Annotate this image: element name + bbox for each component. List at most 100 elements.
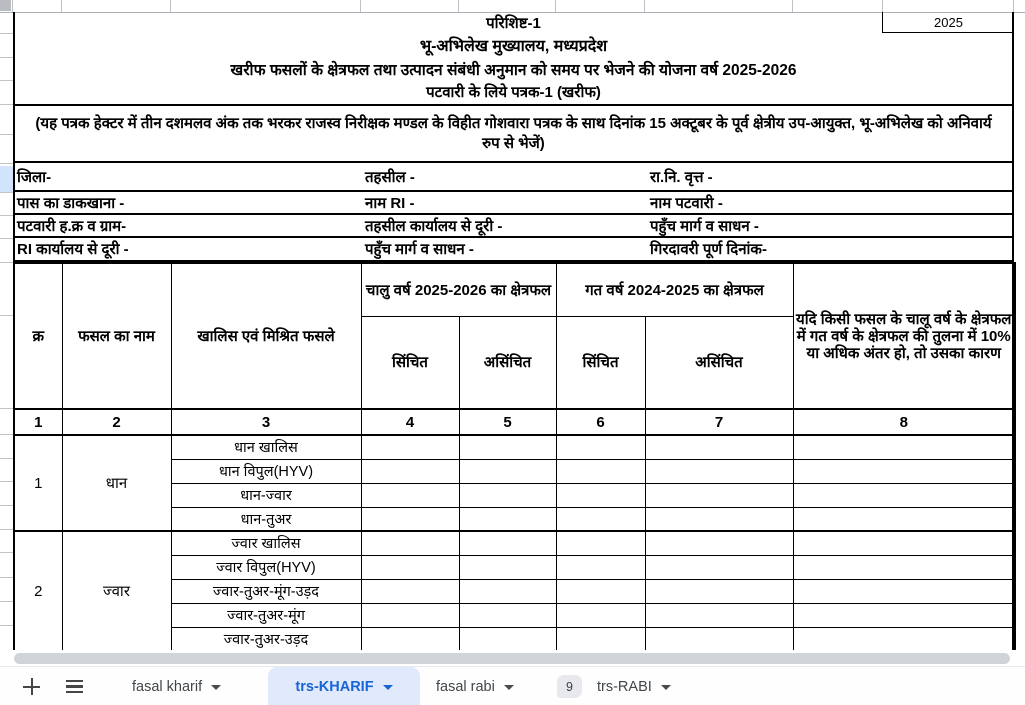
table-cell-empty[interactable] bbox=[792, 506, 1016, 532]
table-cell-empty[interactable] bbox=[555, 602, 646, 628]
table-cell-empty[interactable] bbox=[458, 434, 557, 460]
form-row-village[interactable]: पटवारी ह.क्र व ग्राम- तहसील कार्यालय से … bbox=[13, 215, 1014, 238]
table-cell-empty[interactable] bbox=[792, 434, 1016, 460]
grid-line bbox=[0, 408, 13, 409]
horizontal-scrollbar[interactable] bbox=[0, 650, 1025, 666]
all-sheets-menu-button[interactable] bbox=[62, 674, 87, 699]
form-row-ri-office[interactable]: RI कार्यालय से दूरी - पहुँच मार्ग व साधन… bbox=[13, 238, 1014, 262]
table-cell-empty[interactable] bbox=[458, 458, 557, 484]
crop-variant-cell[interactable]: धान-ज्वार bbox=[170, 482, 362, 508]
table-cell-empty[interactable] bbox=[555, 506, 646, 532]
table-cell-empty[interactable] bbox=[458, 602, 557, 628]
table-cell-empty[interactable] bbox=[458, 506, 557, 532]
table-cell-empty[interactable] bbox=[792, 482, 1016, 508]
table-cell-empty[interactable] bbox=[458, 626, 557, 652]
field-access-route[interactable]: पहुँच मार्ग व साधन - bbox=[650, 217, 759, 235]
table-cell-empty[interactable] bbox=[360, 626, 460, 652]
table-cell-empty[interactable] bbox=[458, 530, 557, 556]
table-row: ज्वार विपुल(HYV) bbox=[14, 554, 1016, 580]
sheet-corner bbox=[0, 0, 11, 11]
chevron-down-icon[interactable] bbox=[503, 685, 514, 690]
plus-icon bbox=[30, 678, 33, 695]
table-cell-empty[interactable] bbox=[458, 554, 557, 580]
crop-variant-cell[interactable]: धान-तुअर bbox=[170, 506, 362, 532]
chevron-down-icon[interactable] bbox=[660, 685, 671, 690]
field-ri-name[interactable]: नाम RI - bbox=[365, 194, 415, 212]
field-post-office[interactable]: पास का डाकखाना - bbox=[17, 194, 125, 212]
tab-fasal-kharif[interactable]: fasal kharif bbox=[120, 667, 233, 705]
table-cell-empty[interactable] bbox=[644, 626, 794, 652]
column-number: 8 bbox=[792, 408, 1016, 436]
column-number: 5 bbox=[458, 408, 557, 436]
form-row-postoffice[interactable]: पास का डाकखाना - नाम RI - नाम पटवारी - bbox=[13, 192, 1014, 215]
add-sheet-button[interactable] bbox=[19, 674, 44, 699]
table-cell-empty[interactable] bbox=[360, 458, 460, 484]
table-cell-empty[interactable] bbox=[644, 506, 794, 532]
field-district[interactable]: जिला- bbox=[17, 168, 52, 186]
table-cell-empty[interactable] bbox=[792, 626, 1016, 652]
table-cell-empty[interactable] bbox=[555, 626, 646, 652]
scrollbar-thumb[interactable] bbox=[14, 653, 1010, 664]
table-cell-empty[interactable] bbox=[458, 482, 557, 508]
crop-cell[interactable]: ज्वार bbox=[61, 530, 172, 652]
field-tehsil-distance[interactable]: तहसील कार्यालय से दूरी - bbox=[365, 217, 503, 235]
table-cell-empty[interactable] bbox=[360, 578, 460, 604]
crop-variant-cell[interactable]: धान विपुल(HYV) bbox=[170, 458, 362, 484]
field-ri-circle[interactable]: रा.नि. वृत्त - bbox=[650, 168, 713, 186]
table-cell-empty[interactable] bbox=[555, 434, 646, 460]
crop-variant-cell[interactable]: ज्वार-तुअर-उड़द bbox=[170, 626, 362, 652]
tab-trs-rabi[interactable]: trs-RABI bbox=[585, 667, 683, 705]
year-cell[interactable]: 2025 bbox=[882, 12, 1014, 33]
field-patwari-halka[interactable]: पटवारी ह.क्र व ग्राम- bbox=[17, 217, 127, 235]
crop-variant-cell[interactable]: ज्वार-तुअर-मूंग bbox=[170, 602, 362, 628]
field-ri-distance[interactable]: RI कार्यालय से दूरी - bbox=[17, 241, 129, 258]
table-cell-empty[interactable] bbox=[555, 530, 646, 556]
table-cell-empty[interactable] bbox=[555, 482, 646, 508]
table-cell-empty[interactable] bbox=[792, 578, 1016, 604]
table-cell-empty[interactable] bbox=[644, 530, 794, 556]
table-cell-empty[interactable] bbox=[644, 482, 794, 508]
table-cell-empty[interactable] bbox=[644, 554, 794, 580]
grid-line bbox=[0, 481, 13, 482]
grid-line bbox=[61, 0, 62, 12]
crop-variant-cell[interactable]: ज्वार खालिस bbox=[170, 530, 362, 556]
table-cell-empty[interactable] bbox=[644, 602, 794, 628]
sheet-count-badge[interactable]: 9 bbox=[557, 675, 582, 698]
chevron-down-icon[interactable] bbox=[382, 685, 393, 690]
selected-row-indicator[interactable] bbox=[0, 166, 13, 192]
table-cell-empty[interactable] bbox=[644, 578, 794, 604]
field-patwari-name[interactable]: नाम पटवारी - bbox=[650, 194, 723, 212]
table-cell-empty[interactable] bbox=[555, 458, 646, 484]
table-cell-empty[interactable] bbox=[792, 530, 1016, 556]
table-cell-empty[interactable] bbox=[360, 434, 460, 460]
table-cell-empty[interactable] bbox=[792, 554, 1016, 580]
header-serial: क्र bbox=[13, 262, 63, 410]
crop-variant-cell[interactable]: ज्वार-तुअर-मूंग-उड़द bbox=[170, 578, 362, 604]
table-cell-empty[interactable] bbox=[360, 530, 460, 556]
field-girdawari-date[interactable]: गिरदावरी पूर्ण दिनांक- bbox=[650, 241, 767, 258]
field-access-route-2[interactable]: पहुँच मार्ग व साधन - bbox=[365, 241, 474, 258]
tab-trs-kharif-active[interactable]: trs-KHARIF bbox=[268, 667, 420, 705]
table-cell-empty[interactable] bbox=[555, 578, 646, 604]
grid-line bbox=[12, 0, 13, 12]
chevron-down-icon[interactable] bbox=[211, 685, 222, 690]
serial-cell[interactable]: 2 bbox=[13, 530, 63, 652]
table-cell-empty[interactable] bbox=[360, 482, 460, 508]
crop-cell[interactable]: धान bbox=[61, 434, 172, 532]
tab-fasal-rabi[interactable]: fasal rabi bbox=[424, 667, 526, 705]
crop-variant-cell[interactable]: धान खालिस bbox=[170, 434, 362, 460]
table-cell-empty[interactable] bbox=[644, 458, 794, 484]
table-cell-empty[interactable] bbox=[792, 602, 1016, 628]
table-cell-empty[interactable] bbox=[644, 434, 794, 460]
field-tehsil[interactable]: तहसील - bbox=[365, 168, 415, 186]
grid-line bbox=[0, 238, 13, 239]
table-cell-empty[interactable] bbox=[555, 554, 646, 580]
crop-variant-cell[interactable]: ज्वार विपुल(HYV) bbox=[170, 554, 362, 580]
table-cell-empty[interactable] bbox=[792, 458, 1016, 484]
table-cell-empty[interactable] bbox=[360, 506, 460, 532]
serial-cell[interactable]: 1 bbox=[13, 434, 63, 532]
table-cell-empty[interactable] bbox=[360, 554, 460, 580]
table-cell-empty[interactable] bbox=[458, 578, 557, 604]
form-row-district[interactable]: जिला- तहसील - रा.नि. वृत्त - bbox=[13, 163, 1014, 192]
table-cell-empty[interactable] bbox=[360, 602, 460, 628]
